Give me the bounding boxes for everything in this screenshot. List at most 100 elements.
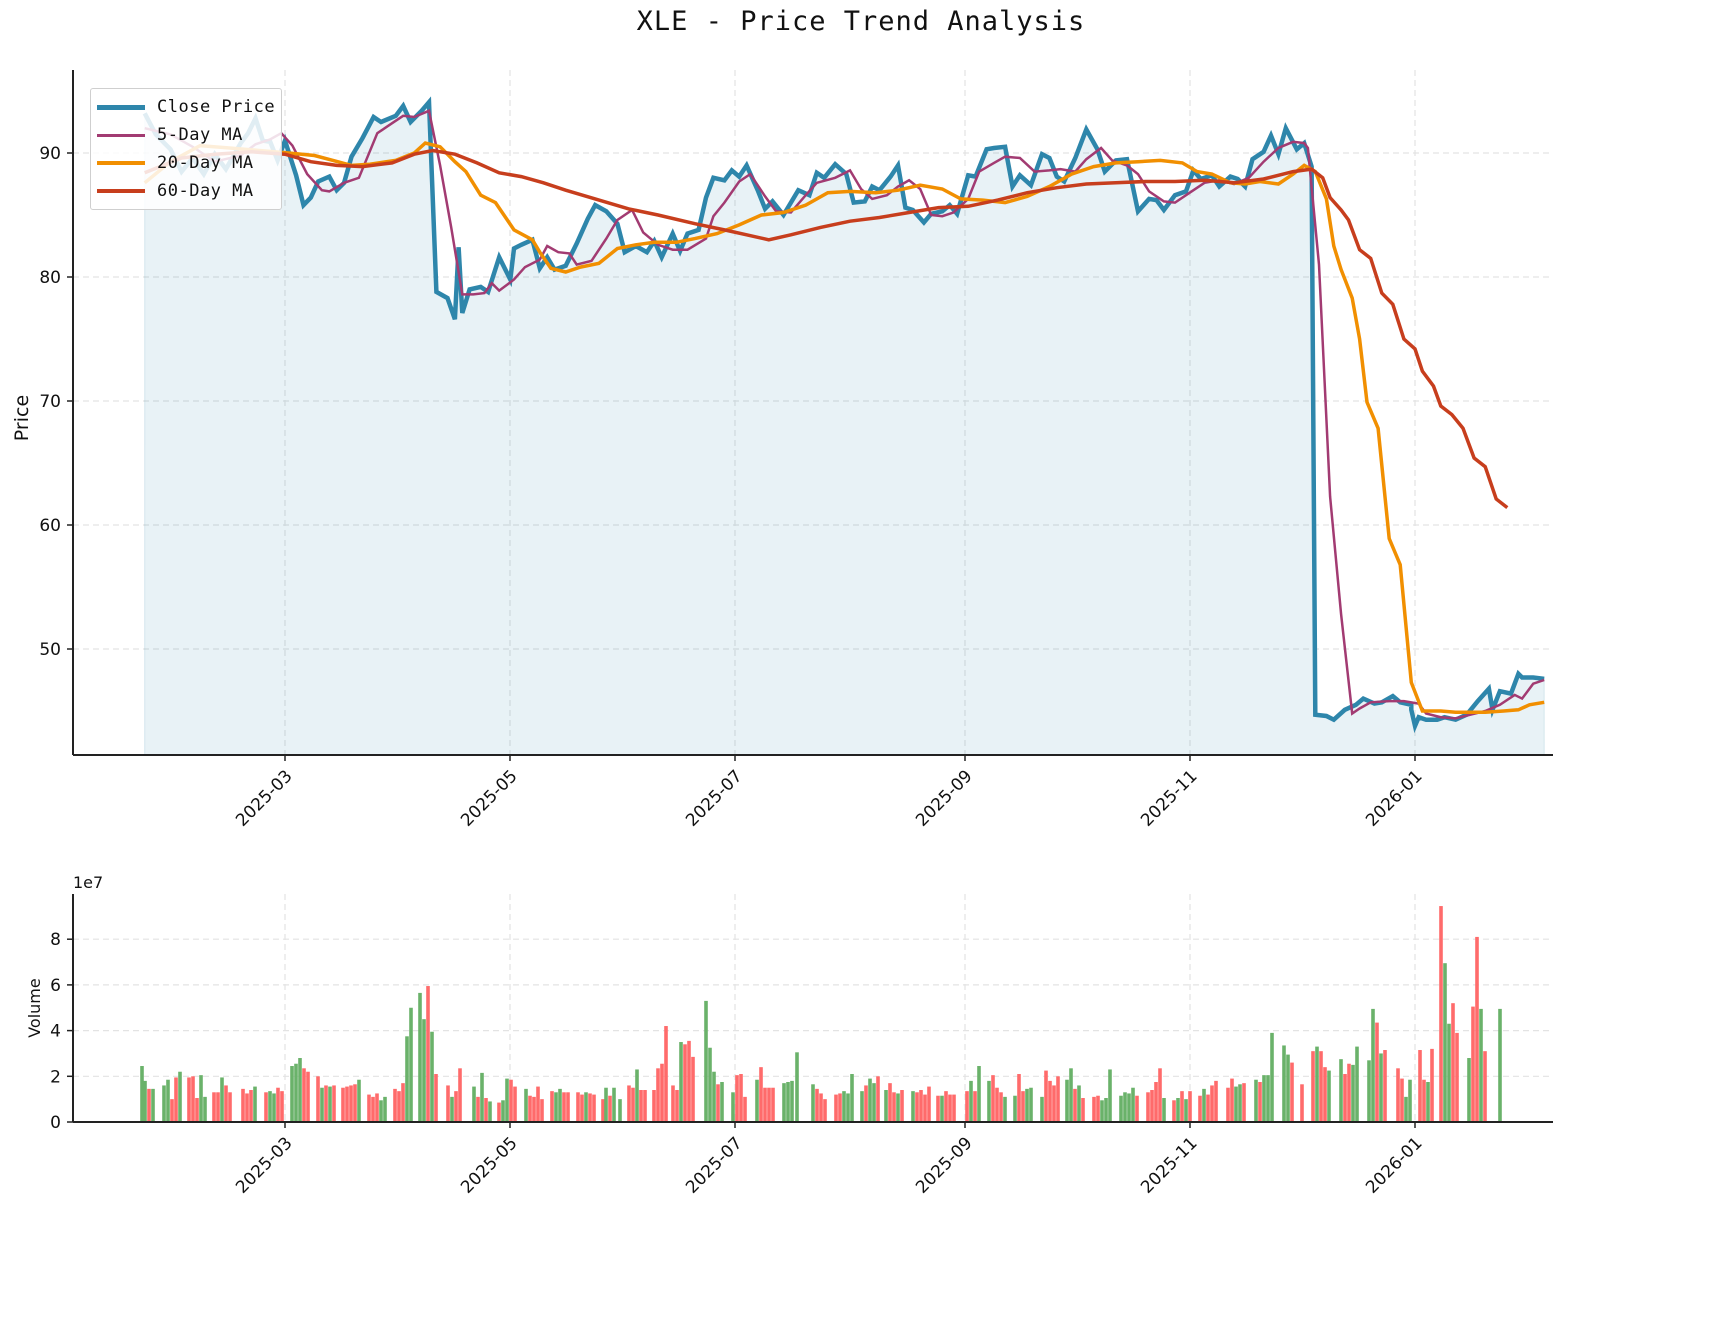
legend: Close Price 5-Day MA 20-Day MA 60-Day MA — [90, 88, 282, 210]
volume-bar — [1455, 1032, 1459, 1122]
volume-bar — [995, 1087, 999, 1122]
volume-bar — [1081, 1098, 1085, 1122]
volume-bar — [1077, 1085, 1081, 1122]
volume-bar — [884, 1090, 888, 1122]
volume-bar — [191, 1076, 195, 1122]
volume-y-tick-label: 8 — [50, 930, 61, 950]
volume-bar — [199, 1075, 203, 1122]
volume-bar — [704, 1000, 708, 1122]
volume-bar — [1315, 1046, 1319, 1122]
y-tick-label: 80 — [39, 268, 61, 288]
y-tick-label: 50 — [39, 640, 61, 660]
volume-bar — [1108, 1069, 1112, 1122]
volume-bar — [900, 1090, 904, 1122]
volume-bar — [245, 1093, 249, 1122]
volume-bar — [872, 1083, 876, 1122]
volume-bar — [324, 1085, 328, 1122]
volume-bar — [1254, 1079, 1258, 1122]
volume-bar — [965, 1091, 969, 1122]
volume-bar — [601, 1099, 605, 1122]
volume-bar — [1379, 1053, 1383, 1122]
volume-bar — [268, 1091, 272, 1122]
volume-bar — [755, 1079, 759, 1122]
volume-bar — [1206, 1094, 1210, 1122]
volume-bar — [1238, 1084, 1242, 1122]
volume-bar — [936, 1095, 940, 1122]
volume-x-tick-label: 2025-03 — [232, 1133, 296, 1197]
volume-x-tick-label: 2026-01 — [1362, 1133, 1426, 1197]
volume-bar — [253, 1086, 257, 1122]
volume-bar — [1383, 1050, 1387, 1122]
volume-bar — [940, 1095, 944, 1122]
ma60-swatch-icon — [97, 189, 145, 193]
volume-bar — [720, 1082, 724, 1122]
volume-bar — [991, 1075, 995, 1122]
volume-bar — [316, 1076, 320, 1122]
volume-bar — [911, 1091, 915, 1122]
volume-bar — [174, 1077, 178, 1122]
volume-bar — [860, 1091, 864, 1122]
volume-bar — [864, 1085, 868, 1122]
volume-bar — [393, 1088, 397, 1122]
volume-bar — [430, 1031, 434, 1122]
volume-bar — [357, 1079, 361, 1122]
volume-bar — [488, 1101, 492, 1122]
volume-bar — [1017, 1074, 1021, 1122]
volume-bar — [868, 1078, 872, 1122]
volume-bar — [627, 1085, 631, 1122]
volume-bar — [1375, 1022, 1379, 1122]
y-axis-label: Price — [11, 395, 33, 441]
volume-bar — [687, 1040, 691, 1122]
volume-bar — [349, 1085, 353, 1122]
volume-bar — [1483, 1051, 1487, 1122]
volume-bar — [1162, 1098, 1166, 1122]
volume-bar — [345, 1086, 349, 1122]
volume-bar — [952, 1094, 956, 1122]
volume-bar — [635, 1069, 639, 1122]
series-line-60-day-ma — [144, 148, 1509, 509]
volume-bar — [786, 1082, 790, 1122]
volume-bar — [241, 1088, 245, 1122]
volume-bar — [1226, 1087, 1230, 1122]
volume-bar — [1180, 1091, 1184, 1122]
volume-bar — [588, 1093, 592, 1122]
volume-bar — [140, 1066, 144, 1122]
volume-bar — [1052, 1085, 1056, 1122]
volume-bar — [1025, 1088, 1029, 1122]
volume-bar — [1471, 1006, 1475, 1122]
volume-bar — [1172, 1100, 1176, 1122]
volume-bar — [1270, 1032, 1274, 1122]
volume-bar — [664, 1026, 668, 1122]
volume-bar — [203, 1096, 207, 1122]
volume-bar — [151, 1088, 155, 1122]
volume-bar — [1073, 1088, 1077, 1122]
volume-bar — [1176, 1098, 1180, 1122]
volume-bar — [484, 1098, 488, 1122]
x-tick-label: 2025-03 — [232, 766, 296, 830]
volume-bar — [509, 1079, 513, 1122]
volume-bar — [1426, 1082, 1430, 1122]
volume-bar — [280, 1091, 284, 1122]
volume-bar — [739, 1074, 743, 1122]
volume-bar — [1498, 1008, 1502, 1122]
volume-bar — [1430, 1048, 1434, 1122]
volume-bar — [888, 1083, 892, 1122]
volume-bar — [708, 1047, 712, 1122]
volume-bar — [999, 1092, 1003, 1122]
volume-bar — [592, 1094, 596, 1122]
volume-bar — [528, 1095, 532, 1122]
volume-bar — [1323, 1067, 1327, 1122]
volume-bar — [216, 1092, 220, 1122]
volume-bar — [892, 1092, 896, 1122]
volume-bar — [375, 1093, 379, 1122]
volume-bar — [683, 1044, 687, 1122]
volume-bar — [850, 1074, 854, 1122]
volume-bar — [1443, 963, 1447, 1122]
volume-bar — [618, 1099, 622, 1122]
volume-bar — [1210, 1085, 1214, 1122]
volume-bar — [367, 1094, 371, 1122]
volume-bar — [1092, 1096, 1096, 1122]
volume-bar — [1262, 1075, 1266, 1122]
volume-bar — [735, 1075, 739, 1122]
volume-bar — [1158, 1068, 1162, 1122]
